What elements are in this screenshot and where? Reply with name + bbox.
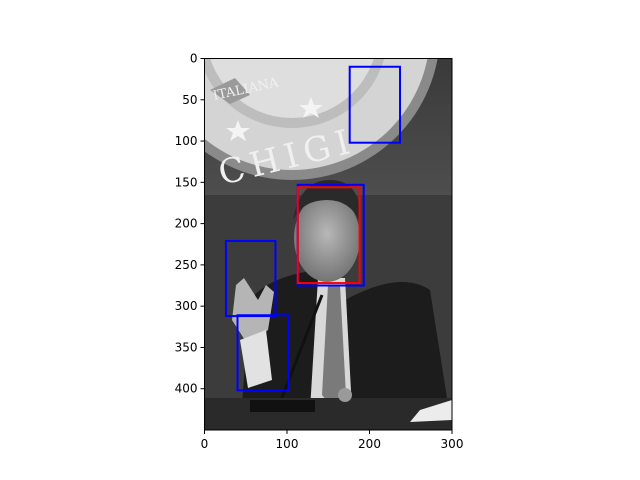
y-tick-label: 350 — [175, 340, 198, 354]
x-tick-label: 100 — [276, 437, 299, 451]
y-tick-label: 200 — [175, 217, 198, 231]
bounding-box-blue-4 — [236, 314, 290, 392]
y-tick-label: 150 — [175, 175, 198, 189]
x-axis: 0 100 200 300 — [201, 430, 464, 451]
y-tick-label: 250 — [175, 258, 198, 272]
y-tick-label: 50 — [182, 93, 197, 107]
bounding-boxes — [224, 65, 402, 392]
x-tick-label: 0 — [201, 437, 209, 451]
x-tick-label: 300 — [441, 437, 464, 451]
photo-image: ITALIANA CHIGI — [204, 58, 452, 430]
y-tick-label: 100 — [175, 134, 198, 148]
y-tick-label: 300 — [175, 299, 198, 313]
x-tick-label: 200 — [358, 437, 381, 451]
y-axis: 0 50 100 150 200 250 300 350 400 — [175, 52, 205, 396]
y-tick-label: 400 — [175, 382, 198, 396]
y-tick-label: 0 — [190, 52, 198, 66]
axes-frame — [204, 58, 453, 431]
bounding-box-red-1 — [296, 186, 361, 285]
bounding-box-blue-1 — [348, 65, 402, 144]
